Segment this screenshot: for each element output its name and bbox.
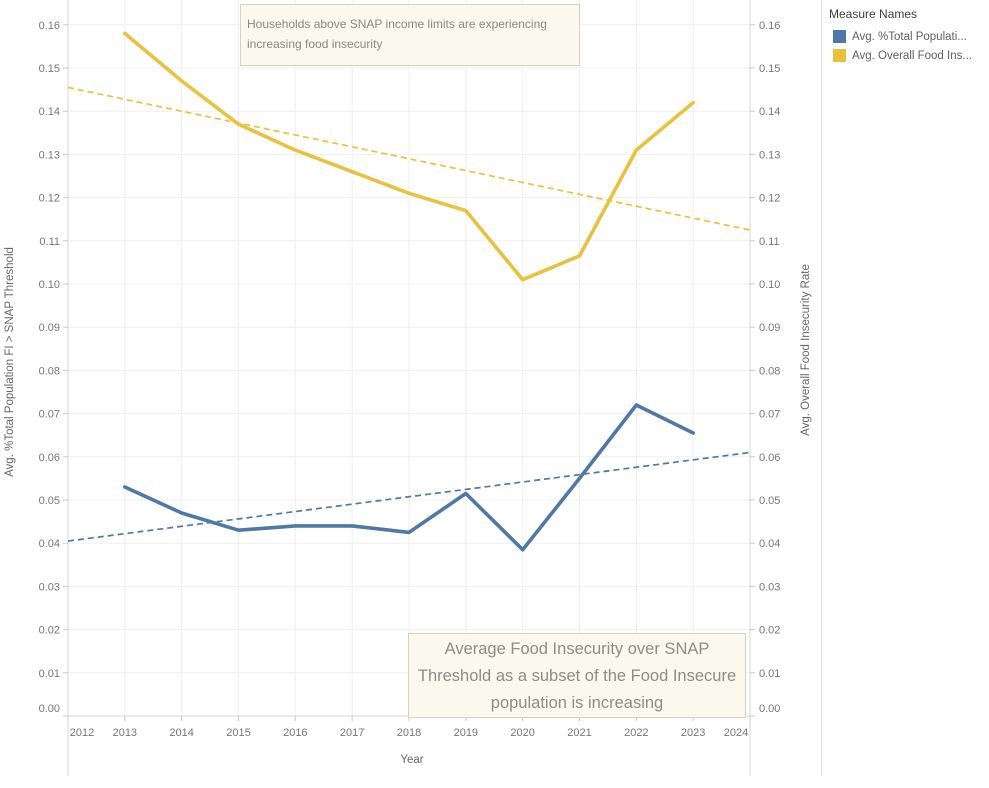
legend-title: Measure Names (829, 7, 918, 21)
series-line-yellow[interactable] (123, 31, 695, 282)
x-axis-tick-label: 2012 (70, 727, 94, 739)
left-axis-tick-label: 0.00 (39, 703, 60, 715)
right-axis-tick-label: 0.00 (759, 703, 780, 715)
left-axis-tick-label: 0.08 (39, 365, 60, 377)
right-axis-tick-label: 0.01 (759, 668, 780, 680)
legend-item-label: Avg. %Total Populati... (852, 30, 967, 43)
x-axis-tick-label: 2018 (397, 727, 421, 739)
left-axis-tick-label: 0.06 (39, 452, 60, 464)
left-axis-tick-label: 0.15 (39, 63, 60, 75)
x-axis-tick-label: 2017 (340, 727, 364, 739)
right-axis-tick-label: 0.11 (759, 236, 780, 248)
right-axis-tick-label: 0.05 (759, 495, 780, 507)
legend-swatch-blue (833, 30, 846, 43)
right-axis-title: Avg. Overall Food Insecurity Rate (800, 264, 812, 436)
left-axis-tick-label: 0.13 (39, 149, 60, 161)
right-axis-tick-label: 0.03 (759, 581, 780, 593)
x-axis-tick-label: 2014 (169, 727, 193, 739)
legend-item-label: Avg. Overall Food Ins... (852, 49, 972, 62)
right-axis-tick-label: 0.14 (759, 106, 780, 118)
left-axis-tick-label: 0.10 (39, 279, 60, 291)
legend-item-overall-food-insecurity[interactable]: Avg. Overall Food Ins... (822, 46, 989, 65)
left-axis-tick-label: 0.02 (39, 625, 60, 637)
annotation-bottom[interactable]: Average Food Insecurity over SNAP Thresh… (408, 633, 746, 718)
right-axis-tick-label: 0.15 (759, 63, 780, 75)
right-axis-tick-label: 0.10 (759, 279, 780, 291)
left-axis-tick-label: 0.07 (39, 409, 60, 421)
annotation-top[interactable]: Households above SNAP income limits are … (240, 4, 580, 66)
trend-line-blue (67, 451, 751, 542)
right-axis-tick-label: 0.09 (759, 322, 780, 334)
left-axis-tick-label: 0.01 (39, 668, 60, 680)
x-axis-tick-label: 2022 (624, 727, 648, 739)
left-axis-tick-label: 0.11 (39, 236, 60, 248)
x-axis-tick-label: 2015 (226, 727, 250, 739)
right-axis-tick-label: 0.12 (759, 193, 780, 205)
right-axis-tick-label: 0.02 (759, 625, 780, 637)
right-axis-tick-label: 0.07 (759, 409, 780, 421)
x-axis-tick-label: 2024 (724, 727, 748, 739)
annotation-bottom-text: Average Food Insecurity over SNAP Thresh… (417, 640, 737, 712)
left-axis-tick-label: 0.12 (39, 193, 60, 205)
left-axis-tick-label: 0.03 (39, 581, 60, 593)
left-axis-tick-label: 0.04 (39, 538, 60, 550)
x-axis-tick-label: 2023 (681, 727, 705, 739)
annotation-top-text: Households above SNAP income limits are … (247, 17, 547, 51)
x-axis-tick-label: 2019 (454, 727, 478, 739)
x-axis-title: Year (400, 754, 423, 766)
right-axis-tick-label: 0.16 (759, 20, 780, 32)
legend: Measure Names Avg. %Total Populati... Av… (821, 0, 989, 776)
right-axis-tick-label: 0.13 (759, 149, 780, 161)
left-axis-tick-label: 0.05 (39, 495, 60, 507)
x-axis-tick-label: 2021 (567, 727, 591, 739)
x-axis-tick-label: 2013 (113, 727, 137, 739)
legend-swatch-yellow (833, 49, 846, 62)
legend-item-total-population[interactable]: Avg. %Total Populati... (822, 27, 989, 46)
left-axis-tick-label: 0.16 (39, 20, 60, 32)
right-axis-tick-label: 0.04 (759, 538, 780, 550)
right-axis-tick-label: 0.08 (759, 365, 780, 377)
trend-line-yellow (67, 86, 751, 231)
left-axis-title: Avg. %Total Population FI > SNAP Thresho… (4, 247, 16, 477)
left-axis-tick-label: 0.09 (39, 322, 60, 334)
series-line-blue[interactable] (123, 403, 695, 552)
right-axis-tick-label: 0.06 (759, 452, 780, 464)
x-axis-tick-label: 2020 (510, 727, 534, 739)
left-axis-tick-label: 0.14 (39, 106, 60, 118)
x-axis-tick-label: 2016 (283, 727, 307, 739)
